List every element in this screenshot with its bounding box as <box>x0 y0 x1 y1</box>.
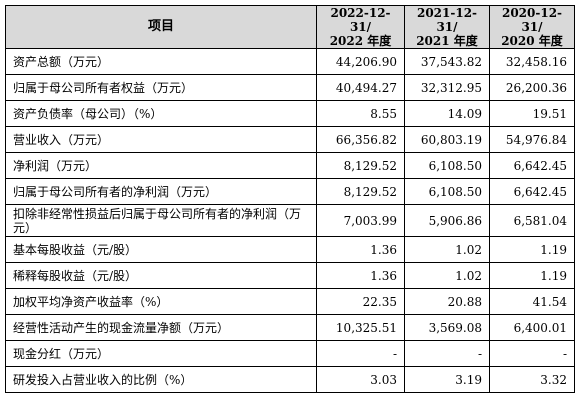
cell-2020: 6,400.01 <box>489 314 575 341</box>
cell-2021: 1.02 <box>404 262 490 289</box>
row-label: 加权平均净资产收益率（%） <box>5 288 317 315</box>
cell-2021: 3.19 <box>404 366 490 393</box>
cell-2022: 8,129.52 <box>316 152 405 179</box>
table-row: 资产总额（万元） 44,206.90 37,543.82 32,458.16 <box>5 48 575 75</box>
header-2020: 2020-12-31/ 2020 年度 <box>489 5 575 49</box>
table-row: 资产负债率（母公司）（%） 8.55 14.09 19.51 <box>5 100 575 127</box>
cell-2021: 5,906.86 <box>404 204 490 237</box>
cell-2020: 6,642.45 <box>489 178 575 205</box>
cell-2021: 6,108.50 <box>404 152 490 179</box>
table-row: 归属于母公司所有者的净利润（万元） 8,129.52 6,108.50 6,64… <box>5 178 575 205</box>
cell-2020: - <box>489 340 575 367</box>
header-2022: 2022-12-31/ 2022 年度 <box>316 5 405 49</box>
cell-2020: 6,581.04 <box>489 204 575 237</box>
cell-2022: 3.03 <box>316 366 405 393</box>
cell-2021: 37,543.82 <box>404 48 490 75</box>
cell-2020: 3.32 <box>489 366 575 393</box>
header-2021-date: 2021-12-31/ <box>416 6 478 34</box>
row-label: 资产总额（万元） <box>5 48 317 75</box>
cell-2020: 19.51 <box>489 100 575 127</box>
cell-2021: 3,569.08 <box>404 314 490 341</box>
header-item: 项目 <box>5 5 317 49</box>
row-label: 现金分红（万元） <box>5 340 317 367</box>
table-row: 研发投入占营业收入的比例（%） 3.03 3.19 3.32 <box>5 366 575 393</box>
row-label: 归属于母公司所有者的净利润（万元） <box>5 178 317 205</box>
row-label: 基本每股收益（元/股） <box>5 236 317 263</box>
cell-2020: 54,976.84 <box>489 126 575 153</box>
cell-2022: 8,129.52 <box>316 178 405 205</box>
table-row: 营业收入（万元） 66,356.82 60,803.19 54,976.84 <box>5 126 575 153</box>
financial-table-container: 项目 2022-12-31/ 2022 年度 2021-12-31/ 2021 … <box>5 5 575 393</box>
row-label: 扣除非经常性损益后归属于母公司所有者的净利润（万元） <box>5 204 317 237</box>
cell-2022: 7,003.99 <box>316 204 405 237</box>
cell-2022: 40,494.27 <box>316 74 405 101</box>
table-header-row: 项目 2022-12-31/ 2022 年度 2021-12-31/ 2021 … <box>5 5 575 49</box>
cell-2020: 1.19 <box>489 262 575 289</box>
cell-2020: 26,200.36 <box>489 74 575 101</box>
cell-2022: 66,356.82 <box>316 126 405 153</box>
cell-2021: 32,312.95 <box>404 74 490 101</box>
cell-2022: 1.36 <box>316 236 405 263</box>
header-2020-date: 2020-12-31/ <box>501 6 563 34</box>
table-row: 基本每股收益（元/股） 1.36 1.02 1.19 <box>5 236 575 263</box>
cell-2022: 1.36 <box>316 262 405 289</box>
row-label: 净利润（万元） <box>5 152 317 179</box>
row-label: 稀释每股收益（元/股） <box>5 262 317 289</box>
row-label: 资产负债率（母公司）（%） <box>5 100 317 127</box>
header-2022-year: 2022 年度 <box>329 34 392 48</box>
row-label: 经营性活动产生的现金流量净额（万元） <box>5 314 317 341</box>
row-label: 研发投入占营业收入的比例（%） <box>5 366 317 393</box>
table-row: 净利润（万元） 8,129.52 6,108.50 6,642.45 <box>5 152 575 179</box>
table-row: 经营性活动产生的现金流量净额（万元） 10,325.51 3,569.08 6,… <box>5 314 575 341</box>
cell-2022: - <box>316 340 405 367</box>
header-2022-date: 2022-12-31/ <box>330 6 391 34</box>
cell-2022: 10,325.51 <box>316 314 405 341</box>
cell-2022: 44,206.90 <box>316 48 405 75</box>
header-2020-year: 2020 年度 <box>501 34 563 48</box>
cell-2022: 22.35 <box>316 288 405 315</box>
header-2021-year: 2021 年度 <box>416 34 478 48</box>
cell-2020: 41.54 <box>489 288 575 315</box>
table-row: 加权平均净资产收益率（%） 22.35 20.88 41.54 <box>5 288 575 315</box>
row-label: 营业收入（万元） <box>5 126 317 153</box>
table-row: 稀释每股收益（元/股） 1.36 1.02 1.19 <box>5 262 575 289</box>
cell-2021: 1.02 <box>404 236 490 263</box>
table-row: 现金分红（万元） - - - <box>5 340 575 367</box>
cell-2020: 32,458.16 <box>489 48 575 75</box>
cell-2021: 14.09 <box>404 100 490 127</box>
table-row: 归属于母公司所有者权益（万元） 40,494.27 32,312.95 26,2… <box>5 74 575 101</box>
row-label: 归属于母公司所有者权益（万元） <box>5 74 317 101</box>
cell-2021: 6,108.50 <box>404 178 490 205</box>
table-row: 扣除非经常性损益后归属于母公司所有者的净利润（万元） 7,003.99 5,90… <box>5 204 575 237</box>
cell-2020: 6,642.45 <box>489 152 575 179</box>
financial-indicators-table: 项目 2022-12-31/ 2022 年度 2021-12-31/ 2021 … <box>5 5 575 393</box>
cell-2021: 60,803.19 <box>404 126 490 153</box>
cell-2021: 20.88 <box>404 288 490 315</box>
cell-2021: - <box>404 340 490 367</box>
cell-2020: 1.19 <box>489 236 575 263</box>
header-2021: 2021-12-31/ 2021 年度 <box>404 5 490 49</box>
cell-2022: 8.55 <box>316 100 405 127</box>
